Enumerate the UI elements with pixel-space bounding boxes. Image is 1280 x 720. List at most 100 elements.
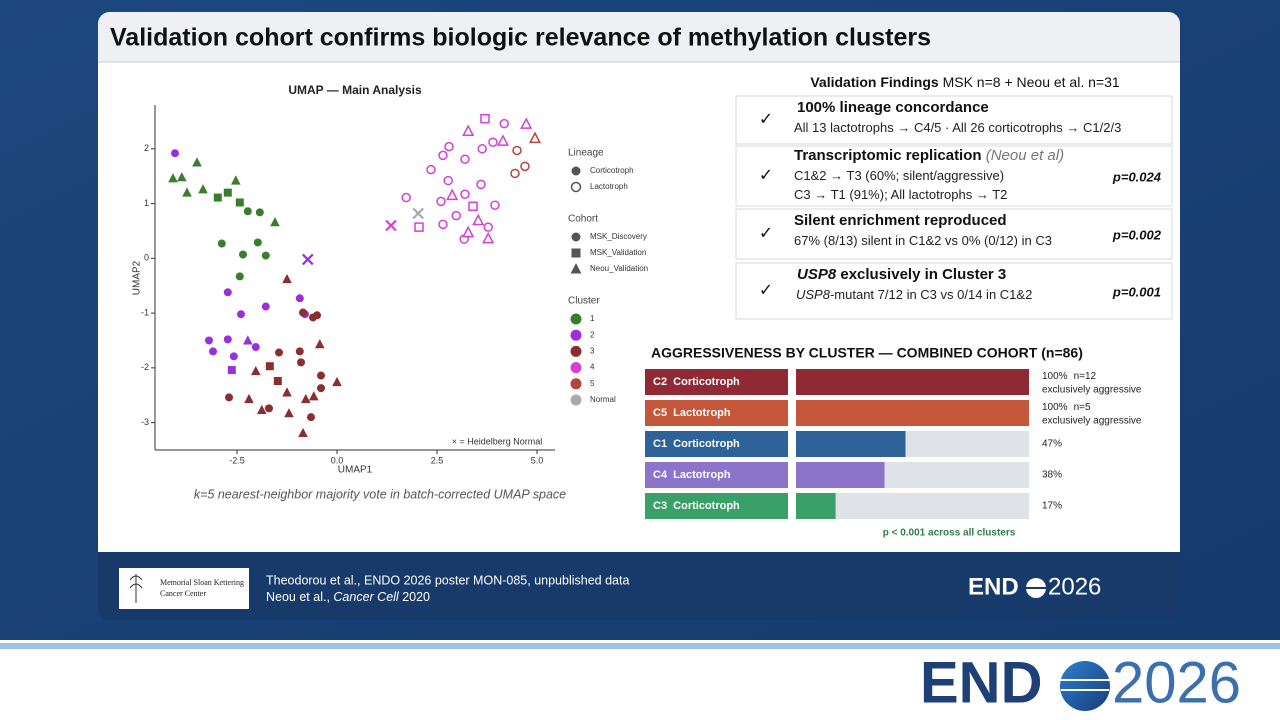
marker-circle [401, 192, 411, 203]
y-axis-label: UMAP2 [132, 260, 143, 295]
category-label: C3 Corticotroph [653, 500, 740, 512]
x-axis-label: UMAP1 [338, 465, 373, 476]
finding-detail: 67% (8/13) silent in C1&2 vs 0% (0/12) i… [794, 233, 1052, 248]
heidelberg-marker [412, 207, 424, 220]
marker-circle [205, 336, 213, 345]
marker-triangle [257, 404, 267, 415]
marker-circle [255, 208, 264, 217]
marker-triangle [446, 188, 459, 201]
marker-circle [438, 150, 448, 161]
marker-triangle [472, 213, 485, 226]
bar [796, 431, 906, 457]
finding-detail: C1&2 → T3 (60%; silent/aggressive) [794, 168, 1004, 183]
brand-right: 2026 [1048, 573, 1101, 600]
marker-circle [483, 222, 493, 232]
marker-square [227, 366, 236, 375]
citation-part: 2020 [399, 590, 430, 604]
brand-orb-stripe [1060, 679, 1110, 691]
marker-circle [307, 413, 315, 422]
citation: Neou et al., Cancer Cell 2020 [266, 590, 430, 604]
category-label: C5 Lactotroph [653, 407, 731, 419]
heading: Validation Findings [810, 74, 939, 90]
marker-circle [512, 145, 522, 156]
marker-square [468, 201, 478, 212]
legend-title: Cluster [568, 296, 600, 307]
marker-circle [460, 154, 470, 164]
title-part: 100% lineage concordance [797, 99, 989, 116]
marker-circle [235, 272, 244, 281]
marker-triangle [177, 172, 187, 182]
legend-swatch [570, 362, 582, 374]
bar-chart: AGGRESSIVENESS BY CLUSTER — COMBINED COH… [645, 345, 1142, 539]
caption: k=5 nearest-neighbor majority vote in ba… [194, 487, 566, 501]
title-part: Silent enrichment reproduced [794, 212, 1007, 229]
marker-triangle [520, 117, 533, 129]
brand-left: END [968, 573, 1019, 600]
bar [796, 369, 1029, 395]
marker-circle [171, 149, 179, 158]
value: 100% [1042, 371, 1068, 382]
marker-triangle [482, 231, 495, 244]
finding-box [735, 95, 1173, 145]
check: ✓ [759, 109, 773, 128]
detail-part: USP8 [796, 287, 831, 302]
marker-circle [426, 164, 436, 175]
findings-heading: Validation Findings MSK n=8 + Neou et al… [810, 74, 1120, 90]
legend-label: 1 [590, 314, 595, 323]
marker-triangle [298, 427, 308, 438]
marker-circle [225, 393, 233, 402]
annotation: × = Heidelberg Normal [452, 436, 543, 446]
heading-note: MSK n=8 + Neou et al. n=31 [939, 74, 1120, 90]
marker-circle [265, 404, 273, 413]
legend-swatch [570, 345, 582, 357]
category-box [645, 431, 788, 457]
marker-circle [223, 288, 232, 297]
marker-circle [510, 168, 520, 179]
bar [796, 400, 1029, 426]
y-tick-label: 0 [144, 253, 149, 263]
detail-part: 67% (8/13) silent in C1&2 vs 0% (0/12) i… [794, 233, 1052, 248]
title-part: exclusively in Cluster 3 [836, 266, 1006, 283]
x-tick-label: 0.0 [331, 455, 344, 465]
title-part: (Neou et al) [986, 147, 1064, 164]
finding-title: USP8 exclusively in Cluster 3 [797, 266, 1006, 283]
marker-triangle [270, 216, 280, 227]
marker-triangle [251, 365, 261, 376]
marker-circle [444, 141, 454, 152]
marker-circle [243, 207, 252, 216]
marker-triangle [462, 225, 475, 238]
marker-circle [251, 343, 260, 352]
category-box [645, 369, 788, 395]
marker-circle [261, 251, 270, 260]
citation: Theodorou et al., ENDO 2026 poster MON-0… [266, 573, 629, 587]
marker-circle [295, 294, 304, 303]
marker-triangle [282, 273, 292, 284]
marker-circle [499, 118, 509, 129]
y-tick-label: 1 [144, 198, 149, 208]
marker-circle [451, 210, 461, 221]
logo-text: Memorial Sloan Kettering [160, 578, 244, 587]
marker-circle [477, 144, 487, 154]
legend-label: Neou_Validation [590, 264, 648, 273]
finding-detail: USP8-mutant 7/12 in C3 vs 0/14 in C1&2 [796, 287, 1032, 302]
marker-circle [443, 175, 453, 186]
marker-triangle [182, 187, 192, 197]
marker-circle [237, 310, 245, 319]
marker-square [571, 248, 581, 258]
marker-circle [520, 161, 530, 172]
marker-triangle [309, 391, 319, 401]
legend-swatch [570, 394, 582, 406]
n-note: n=5 [1074, 402, 1091, 413]
marker-triangle [528, 131, 542, 144]
note: exclusively aggressive [1042, 385, 1142, 396]
brand-right: 2026 [1112, 650, 1241, 715]
marker-triangle [198, 184, 208, 194]
category-label: C2 Corticotroph [653, 376, 740, 388]
legend-label: 4 [590, 363, 595, 372]
umap-chart: UMAP — Main Analysis -2.5 0.0 2.5 5.0 -3 -2 -1 0… [132, 83, 648, 475]
value-label: 47% [1042, 439, 1062, 450]
marker-triangle [462, 124, 475, 137]
marker-circle [299, 308, 307, 317]
value-label: 100% n=5 [1042, 402, 1091, 413]
legend-swatch [570, 313, 582, 325]
